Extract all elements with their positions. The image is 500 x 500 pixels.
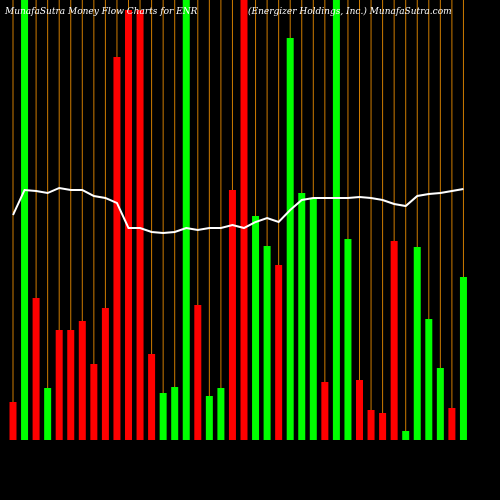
chart-title: MunafaSutra Money Flow Charts for ENR (4, 7, 198, 17)
bar (286, 38, 294, 440)
bar (194, 305, 202, 440)
bar (252, 216, 260, 440)
bar (275, 265, 283, 440)
money-flow-line (12, 186, 464, 235)
bar (125, 10, 132, 440)
bar (101, 308, 109, 440)
bar (67, 330, 75, 440)
bar (228, 190, 236, 440)
bar (9, 402, 17, 440)
bar (425, 319, 433, 440)
bar (136, 10, 144, 440)
bar (344, 239, 352, 440)
bar (459, 277, 467, 440)
bar (379, 413, 387, 440)
bar (263, 246, 271, 440)
bar (182, 0, 190, 440)
bar (367, 410, 375, 440)
bar (413, 247, 421, 440)
bar (321, 382, 329, 440)
bar (44, 388, 52, 440)
bar (298, 193, 306, 440)
bar (32, 298, 40, 440)
bar (21, 0, 29, 440)
bar (171, 387, 179, 440)
bar (55, 330, 63, 440)
bar (448, 408, 456, 440)
chart-subtitle: (Energizer Holdings, Inc.) MunafaSutra.c… (248, 6, 452, 17)
bar (148, 354, 156, 440)
bar (436, 368, 444, 440)
bar (205, 396, 213, 440)
bar (78, 321, 86, 440)
bar (390, 241, 398, 440)
bar (240, 0, 248, 440)
bar (90, 364, 98, 440)
bar (309, 199, 317, 440)
bar (113, 57, 121, 440)
bar (159, 393, 167, 440)
bar (356, 380, 363, 440)
bar (402, 431, 410, 440)
bar (332, 0, 340, 440)
bar (217, 388, 225, 440)
